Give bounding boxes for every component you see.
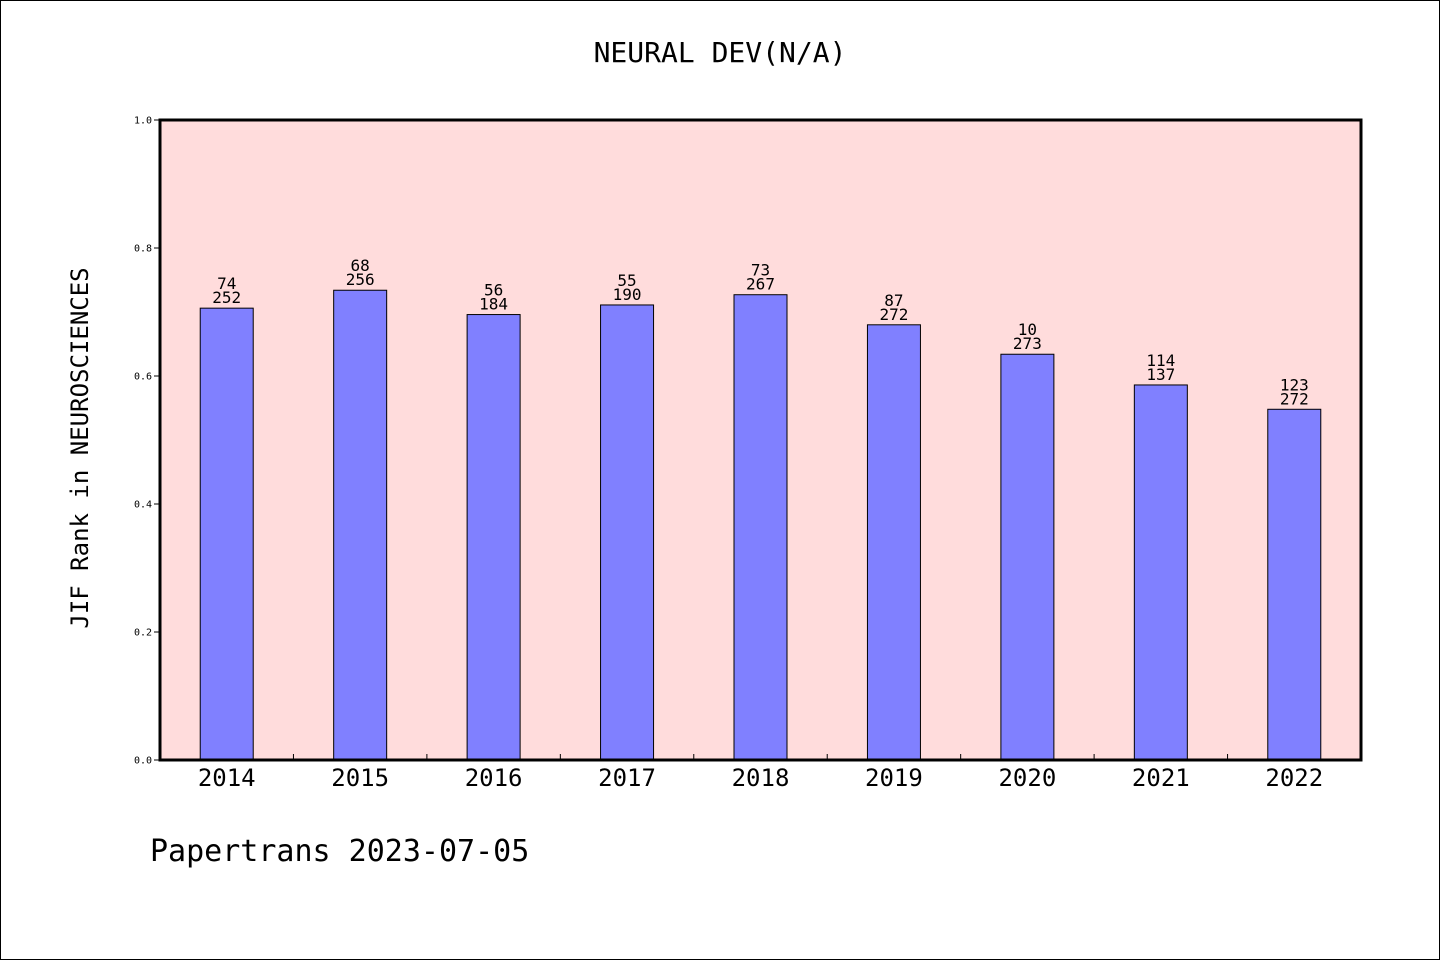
bars [199, 289, 1322, 761]
rank-label: 10 [1018, 320, 1037, 339]
total-label: 184 [479, 295, 508, 314]
x-tick-label: 2021 [1132, 764, 1190, 792]
rank-label: 87 [884, 291, 903, 310]
x-tick-label: 2022 [1265, 764, 1323, 792]
total-label: 272 [879, 305, 908, 324]
total-label: 272 [1280, 389, 1309, 408]
rank-label: 114 [1146, 351, 1175, 370]
rank-label: 123 [1280, 375, 1309, 394]
y-tick-label: 0.2 [134, 628, 152, 639]
y-tick-label: 0.0 [134, 756, 152, 767]
chart-title: NEURAL DEV(N/A) [593, 36, 847, 69]
total-label: 137 [1146, 365, 1175, 384]
total-label: 256 [346, 270, 375, 289]
y-tick-label: 0.8 [134, 244, 152, 255]
footer-text: Papertrans 2023-07-05 [150, 834, 530, 869]
bar-2015 [333, 289, 388, 761]
plot-border [158, 118, 1363, 762]
bar-2019 [866, 324, 921, 761]
rank-label: 68 [351, 256, 370, 275]
x-axis: 2014 2015 2016 2017 2018 2019 2020 2021 2022 [198, 754, 1323, 792]
total-label: 267 [746, 275, 775, 294]
bar-2017 [600, 304, 655, 761]
rank-label: 56 [484, 281, 503, 300]
y-axis: 0.0 0.2 0.4 0.6 0.8 1.0 [134, 116, 160, 767]
y-tick-label: 0.6 [134, 372, 152, 383]
bar-2014 [199, 307, 254, 761]
bar-2021 [1133, 384, 1188, 761]
x-tick-label: 2019 [865, 764, 923, 792]
x-tick-label: 2017 [598, 764, 656, 792]
x-tick-label: 2015 [331, 764, 389, 792]
x-tick-label: 2018 [732, 764, 790, 792]
y-tick-label: 1.0 [134, 116, 152, 127]
total-label: 190 [613, 285, 642, 304]
rank-label: 74 [217, 274, 236, 293]
bar-2018 [733, 294, 788, 761]
data-labels: 7425268256561845519073267872721027311413… [212, 256, 1308, 408]
x-tick-label: 2014 [198, 764, 256, 792]
rank-label: 55 [617, 271, 636, 290]
x-tick-label: 2020 [998, 764, 1056, 792]
bar-2022 [1267, 408, 1322, 761]
total-label: 252 [212, 288, 241, 307]
total-label: 273 [1013, 334, 1042, 353]
bar-2020 [1000, 353, 1055, 761]
rank-label: 73 [751, 261, 770, 280]
y-tick-label: 0.4 [134, 500, 152, 511]
x-tick-label: 2016 [465, 764, 523, 792]
bar-2016 [466, 314, 521, 761]
